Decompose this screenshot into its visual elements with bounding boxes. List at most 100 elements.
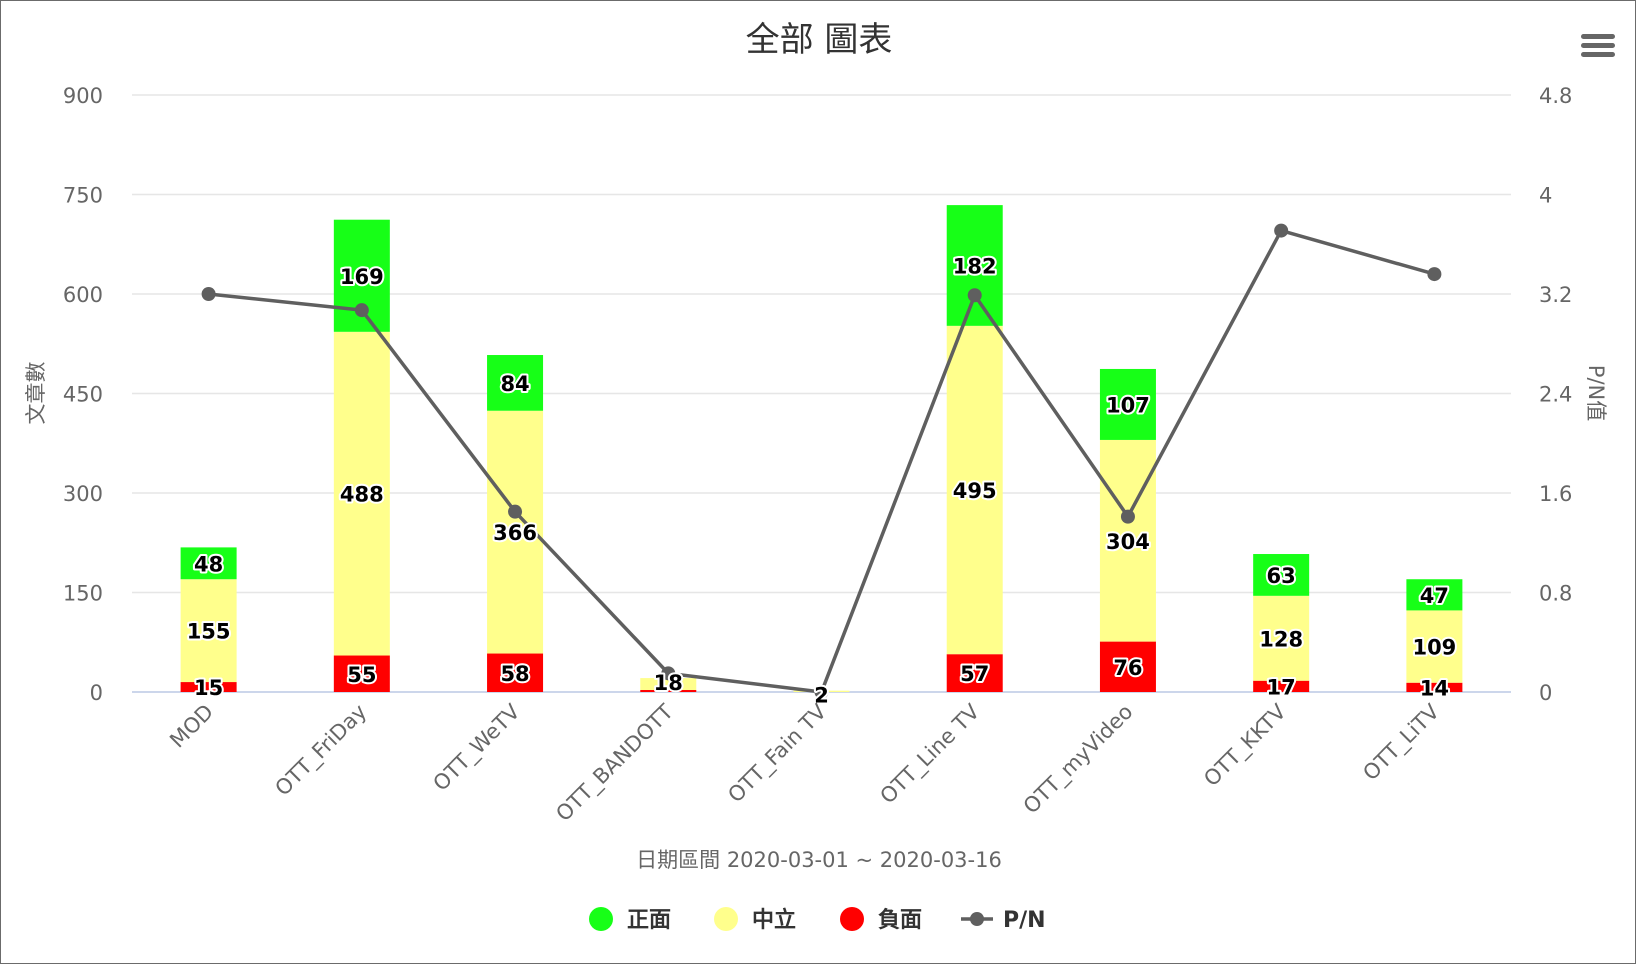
legend-marker [714, 907, 738, 931]
data-label: 304 [1106, 530, 1150, 554]
bar-segment-中立[interactable] [946, 325, 1003, 655]
x-category-label: OTT_myVideo [1019, 700, 1139, 820]
x-category-label: MOD [165, 700, 218, 753]
data-label: 182 [953, 254, 997, 278]
legend-marker [840, 907, 864, 931]
bar-segment-負面[interactable] [1099, 641, 1156, 692]
legend-item-負面[interactable]: 負面 [840, 907, 922, 933]
data-label: 366 [493, 521, 537, 545]
right-y-tick-label: 4 [1539, 184, 1552, 208]
data-label: 2 [814, 684, 829, 708]
left-y-tick-label: 0 [90, 681, 103, 705]
left-y-tick-label: 450 [63, 383, 103, 407]
left-y-tick-label: 600 [63, 283, 103, 307]
bars-layer [180, 205, 1463, 692]
left-y-tick-label: 750 [63, 184, 103, 208]
bar-segment-正面[interactable] [946, 205, 1003, 326]
data-label: 109 [1412, 636, 1456, 660]
bar-segment-中立[interactable] [333, 331, 390, 656]
x-category-label: OTT_Line TV [875, 699, 985, 809]
data-label: 48 [194, 552, 223, 576]
x-category-label: OTT_KKTV [1199, 699, 1292, 792]
data-labels-layer: 1515548554881695836684182574951827630410… [185, 252, 1459, 709]
data-label: 14 [1420, 676, 1449, 700]
bar-segment-中立[interactable] [1253, 595, 1310, 681]
menu-bar-1 [1581, 34, 1615, 39]
left-y-axis-title: 文章數 [24, 362, 48, 425]
pn-line [208, 228, 1435, 694]
data-label: 58 [500, 662, 529, 686]
bar-segment-中立[interactable] [1406, 610, 1463, 683]
right-y-tick-label: 2.4 [1539, 383, 1572, 407]
data-label: 47 [1420, 584, 1449, 608]
x-category-label: OTT_LiTV [1358, 699, 1445, 786]
bar-segment-負面[interactable] [1406, 682, 1463, 692]
pn-point[interactable] [201, 287, 216, 301]
data-label: 84 [500, 372, 529, 396]
right-y-tick-label: 3.2 [1539, 283, 1572, 307]
data-label: 17 [1267, 675, 1296, 699]
x-axis-categories: MOD OTT_FriDay OTT_WeTV OTT_BANDOTT OTT_Fain… [165, 699, 1445, 827]
chart-title: 全部 圖表 [746, 20, 893, 60]
data-label: 169 [340, 265, 384, 289]
bar-segment-負面[interactable] [640, 690, 697, 692]
pn-point[interactable] [661, 666, 676, 681]
legend: 正面 中立 負面 P/N [589, 907, 1046, 933]
data-label: 55 [347, 663, 376, 687]
data-label: 107 [1106, 393, 1150, 417]
right-y-axis: 0 0.8 1.6 2.4 3.2 4 4.8 [1539, 84, 1572, 705]
data-label: 128 [1259, 627, 1303, 651]
data-label: 76 [1113, 656, 1142, 680]
legend-item-P/N[interactable]: P/N [961, 908, 1046, 933]
right-y-axis-title: P/N值 [1584, 365, 1608, 421]
pn-point[interactable] [814, 685, 829, 699]
pn-point[interactable] [1120, 509, 1135, 524]
legend-item-正面[interactable]: 正面 [589, 907, 671, 933]
bar-segment-負面[interactable] [946, 654, 1003, 692]
data-label: 18 [654, 671, 683, 695]
menu-bar-2 [1581, 43, 1615, 48]
legend-item-中立[interactable]: 中立 [714, 907, 796, 933]
x-axis-title: 日期區間 2020-03-01 ~ 2020-03-16 [636, 848, 1002, 872]
pn-point[interactable] [1427, 267, 1442, 282]
x-category-label: OTT_BANDOTT [551, 699, 678, 826]
bar-segment-負面[interactable] [1253, 680, 1310, 692]
pn-point[interactable] [1274, 223, 1289, 238]
x-category-label: OTT_WeTV [428, 699, 525, 796]
pn-line-layer [201, 223, 1442, 699]
right-y-tick-label: 4.8 [1539, 84, 1572, 108]
bar-segment-中立[interactable] [1099, 439, 1156, 642]
data-label: 495 [953, 479, 997, 503]
data-label: 155 [187, 620, 231, 644]
pn-point[interactable] [967, 288, 982, 303]
right-y-tick-label: 1.6 [1539, 482, 1572, 506]
bar-segment-正面[interactable] [180, 547, 237, 580]
legend-marker [589, 907, 613, 931]
bar-segment-中立[interactable] [180, 579, 237, 683]
pn-point[interactable] [354, 303, 369, 318]
data-label: 63 [1267, 564, 1296, 588]
left-y-tick-label: 900 [63, 84, 103, 108]
legend-label: 中立 [752, 907, 796, 933]
bar-segment-中立[interactable] [640, 678, 697, 691]
legend-label: 負面 [878, 907, 922, 933]
data-label: 15 [194, 676, 223, 700]
pn-point[interactable] [508, 504, 523, 519]
bar-segment-正面[interactable] [1099, 368, 1156, 440]
bar-segment-正面[interactable] [1406, 579, 1463, 611]
bar-segment-負面[interactable] [180, 682, 237, 692]
left-y-tick-label: 300 [63, 482, 103, 506]
hamburger-menu-icon[interactable] [1579, 31, 1617, 63]
bar-segment-正面[interactable] [487, 355, 544, 411]
legend-marker [970, 912, 984, 926]
bar-segment-負面[interactable] [487, 653, 544, 692]
right-y-tick-label: 0 [1539, 681, 1552, 705]
legend-label: P/N [1003, 908, 1046, 933]
right-y-tick-label: 0.8 [1539, 582, 1572, 606]
data-label: 488 [340, 483, 384, 507]
menu-bar-3 [1581, 52, 1615, 57]
bar-segment-負面[interactable] [333, 655, 390, 692]
bar-segment-正面[interactable] [1253, 554, 1310, 596]
